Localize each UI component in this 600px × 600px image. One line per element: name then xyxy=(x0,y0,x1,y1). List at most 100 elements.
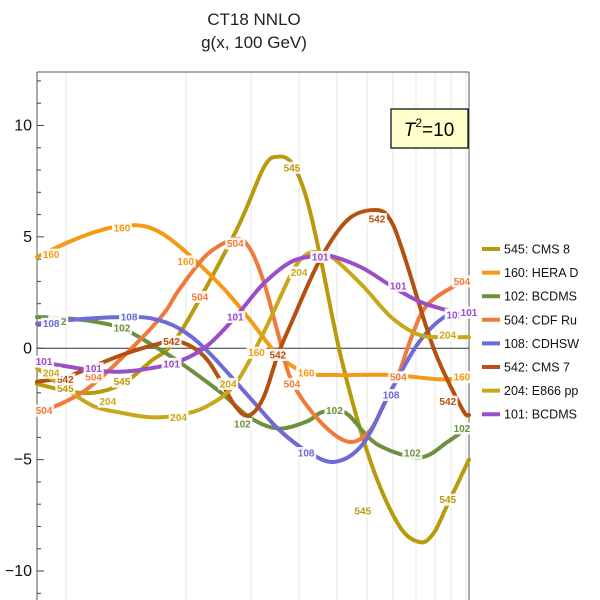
series-mark-label-bg xyxy=(437,395,458,408)
series-mark-label-204: 204 xyxy=(289,266,310,279)
series-mark-label-bg xyxy=(97,395,118,408)
series-mark-label-text: 545 xyxy=(284,163,301,174)
series-mark-label-text: 542 xyxy=(57,375,74,386)
series-mark-label-504: 504 xyxy=(388,371,409,384)
series-mark-label-108: 108 xyxy=(381,389,402,402)
series-mark-label-bg xyxy=(352,504,373,517)
series-mark-label-text: 504 xyxy=(36,406,53,417)
series-mark-label-160: 160 xyxy=(296,366,317,379)
y-axis: 10 5 0 −5 −10 xyxy=(5,80,44,594)
series-mark-label-545: 545 xyxy=(352,504,373,517)
y-tick-label: −10 xyxy=(5,563,32,580)
series-mark-label-text: 542 xyxy=(439,397,456,408)
series-mark-label-102: 102 xyxy=(451,422,472,435)
legend-item-204: 204: E866 pp xyxy=(482,384,578,398)
series-mark-label-bg xyxy=(111,221,132,234)
legend-item-101: 101: BCDMS xyxy=(482,408,577,422)
series-mark-label-bg xyxy=(402,446,423,459)
series-mark-label-text: 542 xyxy=(269,350,286,361)
series-mark-label-text: 204 xyxy=(291,268,308,279)
series-mark-label-101: 101 xyxy=(83,362,104,375)
series-mark-label-bg xyxy=(289,266,310,279)
series-mark-label-542: 542 xyxy=(437,395,458,408)
series-mark-label-bg xyxy=(218,377,239,390)
legend-item-108: 108: CDHSW xyxy=(482,337,579,351)
series-mark-label-542: 542 xyxy=(161,335,182,348)
series-mark-label-text: 204 xyxy=(43,368,60,379)
t2-badge-exponent: 2 xyxy=(415,116,422,130)
series-mark-label-bg xyxy=(41,317,62,330)
t2-badge-text: T2=10 xyxy=(404,116,455,141)
series-mark-label-bg xyxy=(225,237,246,250)
series-mark-label-542: 542 xyxy=(267,348,288,361)
series-mark-label-101: 101 xyxy=(161,357,182,370)
series-mark-label-bg xyxy=(451,275,472,288)
legend-item-504: 504: CDF Ru xyxy=(482,313,577,327)
series-mark-label-text: 504 xyxy=(390,373,407,384)
series-mark-label-text: 504 xyxy=(227,239,244,250)
series-mark-label-108: 108 xyxy=(119,311,140,324)
t2-badge: T2=10 xyxy=(390,108,469,149)
series-mark-label-text: 102 xyxy=(114,324,131,335)
legend-label: 160: HERA D xyxy=(504,266,578,280)
series-mark-label-bg xyxy=(34,355,55,368)
series-mark-label-text: 102 xyxy=(234,420,251,431)
series-mark-label-text: 101 xyxy=(85,364,102,375)
chart-subtitle: g(x, 100 GeV) xyxy=(201,33,307,52)
series-mark-label-bg xyxy=(232,418,253,430)
series-mark-label-204: 204 xyxy=(97,395,118,408)
series-line-160 xyxy=(35,223,471,382)
series-mark-label-545: 545 xyxy=(111,375,132,388)
series-mark-label-bg xyxy=(459,306,479,319)
series-mark-label-bg xyxy=(225,311,246,324)
series-mark-label-text: 108 xyxy=(383,391,400,402)
series-mark-label-text: 545 xyxy=(439,495,456,506)
series-mark-label-text: 160 xyxy=(177,257,194,268)
series-mark-label-102: 102 xyxy=(111,322,132,335)
legend-item-542: 542: CMS 7 xyxy=(482,361,570,375)
series-mark-label-204: 204 xyxy=(41,366,62,379)
series-mark-label-bg xyxy=(175,255,196,268)
series-mark-label-504: 504 xyxy=(281,377,302,390)
series-mark-label-bg xyxy=(388,371,409,384)
series-mark-label-542: 542 xyxy=(366,213,387,226)
y-tick-label: 5 xyxy=(23,229,32,246)
legend: 545: CMS 8 160: HERA D 102: BCDMS 504: CDF … xyxy=(482,243,579,422)
legend-label: 108: CDHSW xyxy=(504,337,579,351)
series-mark-label-text: 101 xyxy=(36,357,53,368)
series-mark-label-108: 108 xyxy=(41,317,62,330)
t2-badge-symbol: T xyxy=(404,120,417,141)
series-mark-label-bg xyxy=(246,346,267,359)
series-mark-label-text: 108 xyxy=(43,319,60,330)
series-mark-label-text: 101 xyxy=(227,313,244,324)
series-mark-label-bg xyxy=(296,366,317,379)
series-mark-label-text: 545 xyxy=(354,506,371,517)
series-mark-label-text: 160 xyxy=(43,250,60,261)
series-mark-label-text: 160 xyxy=(454,373,471,384)
series-mark-label-101: 101 xyxy=(459,306,479,319)
series-mark-label-bg xyxy=(281,161,302,174)
series-mark-label-text: 108 xyxy=(121,313,138,324)
y-tick-label: 0 xyxy=(23,340,32,357)
series-mark-label-102: 102 xyxy=(402,446,423,459)
series-mark-label-bg xyxy=(168,411,189,424)
series-mark-label-text: 542 xyxy=(163,337,180,348)
series-mark-label-bg xyxy=(41,248,62,261)
series-mark-label-504: 504 xyxy=(225,237,246,250)
series-mark-label-102: 102 xyxy=(324,404,345,417)
series-mark-label-bg xyxy=(41,366,62,379)
series-mark-label-text: 542 xyxy=(369,215,386,226)
y-tick-label: 10 xyxy=(14,117,32,134)
legend-label: 204: E866 pp xyxy=(504,384,578,398)
series-mark-label-bg xyxy=(83,362,104,375)
grid xyxy=(65,72,467,600)
series-line-108 xyxy=(35,310,471,464)
series-mark-label-bg xyxy=(296,446,317,459)
series-mark-label-text: 204 xyxy=(170,413,187,424)
series-mark-label-101: 101 xyxy=(388,279,409,292)
series-mark-label-bg xyxy=(437,328,458,341)
series-mark-label-bg xyxy=(451,422,472,435)
series-mark-label-text: 101 xyxy=(312,252,329,263)
